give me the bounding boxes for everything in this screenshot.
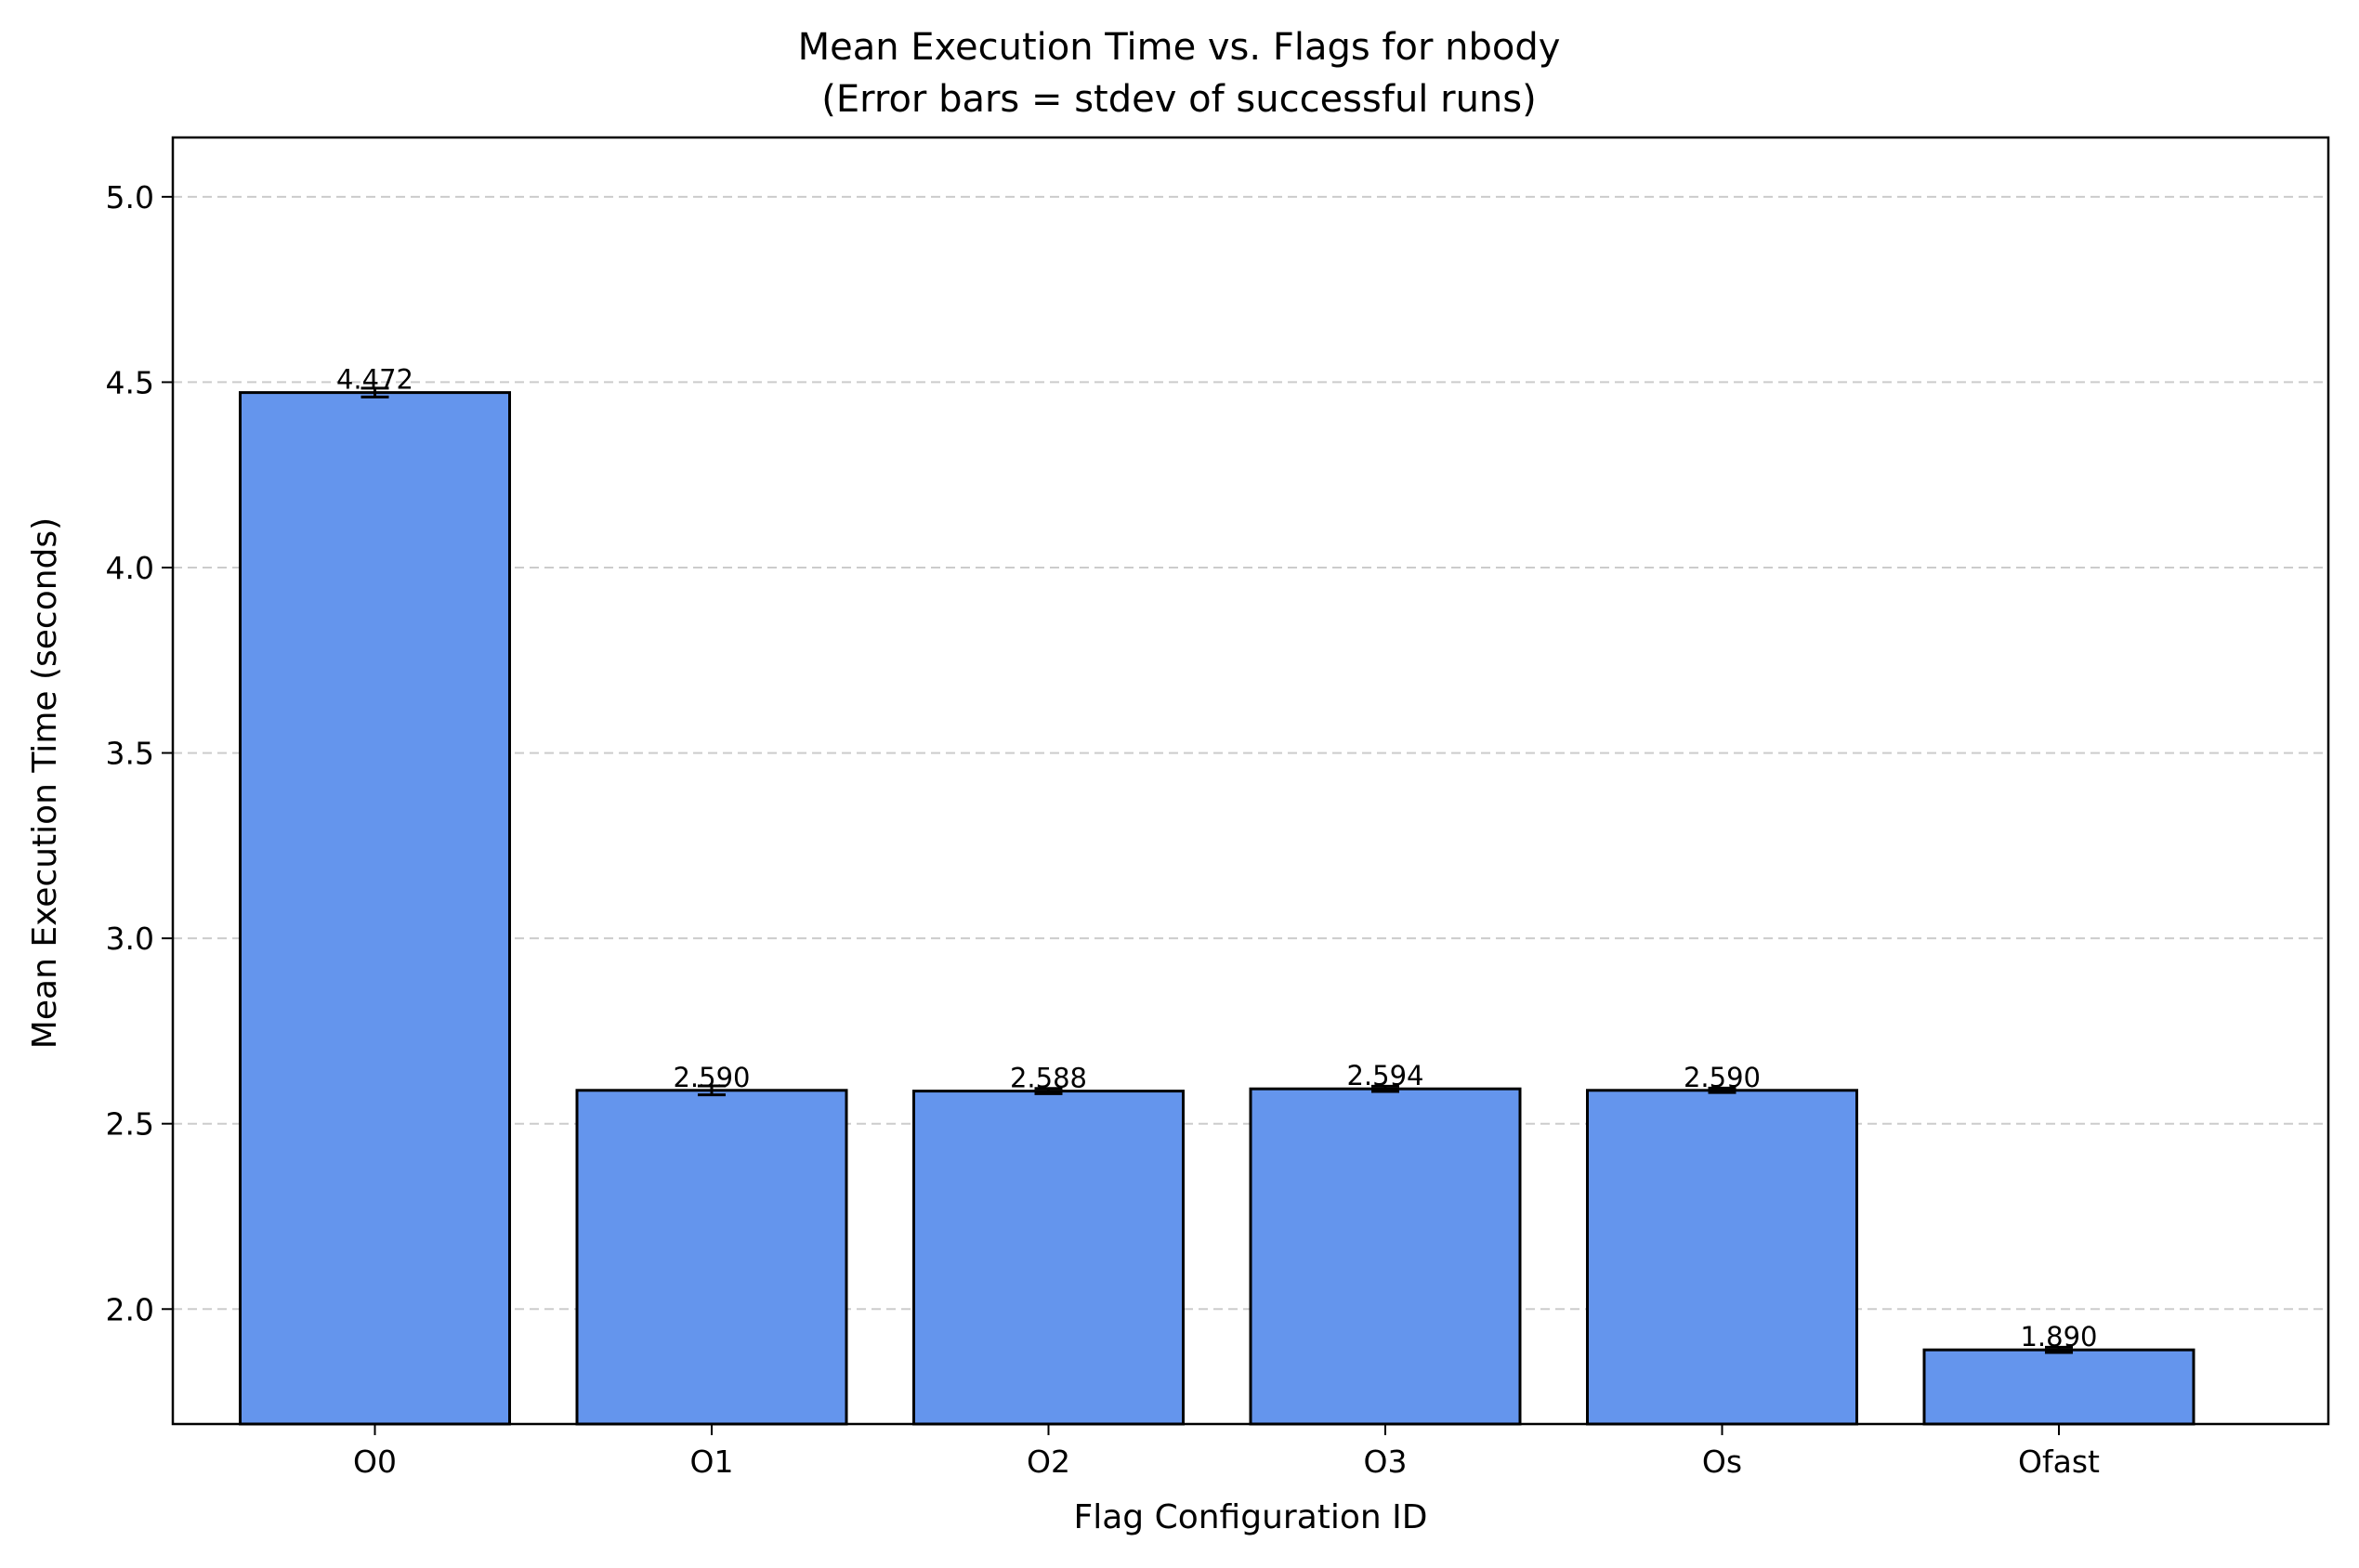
chart-title: Mean Execution Time vs. Flags for nbody bbox=[798, 26, 1561, 69]
data-label: 2.594 bbox=[1346, 1060, 1423, 1091]
x-tick-label: O1 bbox=[690, 1444, 734, 1480]
bar bbox=[239, 391, 511, 1426]
x-tick-label: O2 bbox=[1027, 1444, 1070, 1480]
chart-subtitle: (Error bars = stdev of successful runs) bbox=[821, 78, 1536, 121]
y-tick-label: 4.5 bbox=[106, 364, 154, 400]
error-bars bbox=[360, 386, 2073, 1354]
x-tick-label: O0 bbox=[353, 1444, 397, 1480]
x-tick-label: Os bbox=[1702, 1444, 1742, 1480]
data-label: 2.590 bbox=[673, 1062, 750, 1093]
bar bbox=[1586, 1089, 1858, 1426]
data-label: 4.472 bbox=[336, 364, 413, 396]
y-tick-label: 2.5 bbox=[106, 1106, 154, 1143]
y-tick-label: 2.0 bbox=[106, 1291, 154, 1327]
x-axis-label: Flag Configuration ID bbox=[1074, 1498, 1428, 1536]
data-labels: 4.472 2.590 2.588 2.594 2.590 1.890 bbox=[336, 364, 2098, 1353]
data-label: 1.890 bbox=[2020, 1321, 2097, 1352]
y-axis-ticks: 2.0 2.5 3.0 3.5 4.0 4.5 5.0 bbox=[106, 179, 173, 1327]
bar bbox=[1922, 1348, 2195, 1426]
y-tick-label: 5.0 bbox=[106, 179, 154, 216]
y-tick-label: 3.0 bbox=[106, 921, 154, 957]
y-tick-label: 4.0 bbox=[106, 550, 154, 586]
bar bbox=[1249, 1087, 1522, 1426]
x-tick-label: O3 bbox=[1364, 1444, 1408, 1480]
bar bbox=[575, 1089, 848, 1426]
y-tick-label: 3.5 bbox=[106, 736, 154, 772]
bar bbox=[912, 1090, 1185, 1426]
bars bbox=[239, 391, 2195, 1426]
data-label: 2.590 bbox=[1684, 1062, 1761, 1093]
x-tick-label: Ofast bbox=[2018, 1444, 2100, 1480]
plot-area-frame bbox=[171, 136, 2330, 1426]
x-axis-ticks: O0 O1 O2 O3 Os Ofast bbox=[353, 1424, 2100, 1480]
y-axis-label: Mean Execution Time (seconds) bbox=[26, 517, 64, 1049]
data-label: 2.588 bbox=[1010, 1063, 1087, 1094]
